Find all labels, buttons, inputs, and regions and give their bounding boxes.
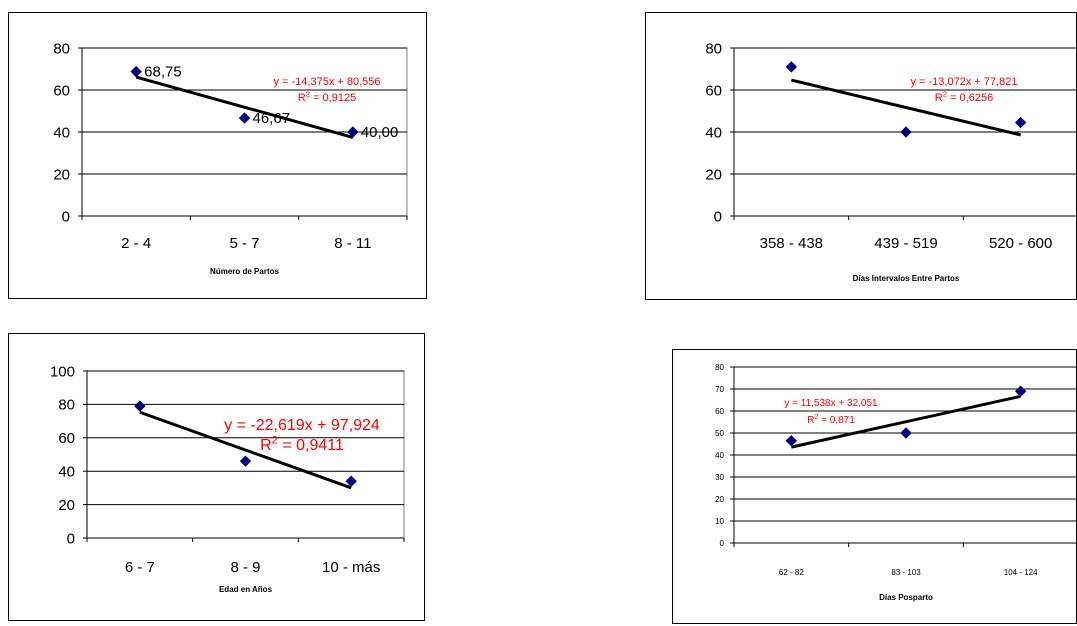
y-tick-label: 70 [715,385,724,394]
x-tick-label: 62 - 82 [779,568,804,577]
chart-panel-dias-intervalos: 0 20 40 60 80 358 - 438 439 - 519 520 - 600 Días… [645,12,1077,300]
chart-panel-numero-de-partos: 0 20 40 60 80 2 - 4 5 - 7 8 - 11 Número de Parto… [8,12,427,299]
r-squared-label: R2 = 0,9125 [298,90,356,104]
data-point-marker [1014,116,1027,129]
y-tick-label: 40 [705,124,722,141]
x-tick-label: 520 - 600 [989,235,1052,252]
y-tick-label: 50 [715,429,724,438]
r-squared-label: R2 = 0,9411 [260,435,344,454]
y-tick-label: 60 [58,430,75,447]
data-point-marker [130,65,142,78]
y-tick-label: 80 [58,397,75,414]
trendline-equation: y = -14,375x + 80,556 [273,76,380,88]
y-tick-label: 60 [705,82,722,99]
x-tick-label: 2 - 4 [121,235,151,252]
trendline-equation: y = -13,072x + 77,821 [910,76,1017,88]
data-point-marker [785,434,798,447]
x-tick-label: 83 - 103 [891,568,921,577]
y-tick-label: 0 [714,208,722,225]
y-tick-label: 20 [58,497,75,514]
y-tick-label: 20 [705,166,722,183]
data-point-marker [900,126,912,138]
y-tick-label: 0 [67,530,75,547]
chart-svg-dias-intervalos: 0 20 40 60 80 358 - 438 439 - 519 520 - 600 Días… [705,40,1077,283]
r-squared-label: R2 = 0,6256 [935,90,993,104]
x-tick-label: 6 - 7 [125,559,155,576]
chart-panel-dias-posparto: 0 10 20 30 40 50 60 70 80 62 - 82 83 - 103 104 - 12… [672,349,1077,624]
chart-panel-edad-en-anos: 0 20 40 60 80 100 6 - 7 8 - 9 10 - más Edad en Añ… [8,333,425,621]
data-point-marker [785,61,798,73]
trendline [790,78,1022,137]
y-tick-label: 80 [705,40,722,57]
trendline-equation: y = 11,538x + 32,051 [784,398,878,409]
r-squared-label: R2 = 0,871 [807,414,855,426]
trendline [791,394,1021,449]
x-tick-label: 358 - 438 [760,235,823,252]
y-tick-label: 20 [715,495,724,504]
data-label: 40,00 [361,124,399,141]
data-point-marker [238,112,251,124]
y-tick-label: 40 [53,124,70,141]
data-point-marker [1014,385,1027,397]
y-tick-label: 60 [53,82,70,99]
x-tick-label: 8 - 11 [334,235,371,252]
x-axis-title: Días Posparto [879,593,933,602]
x-tick-label: 439 - 519 [874,235,937,252]
plot-area-border [86,370,405,539]
x-axis-title: Número de Partos [210,267,279,276]
y-tick-label: 0 [62,208,70,225]
y-tick-label: 40 [715,451,724,460]
y-tick-label: 0 [720,539,725,548]
x-tick-label: 10 - más [322,559,380,576]
chart-svg-edad-en-anos: 0 20 40 60 80 100 6 - 7 8 - 9 10 - más Edad en Añ… [50,363,405,594]
x-tick-label: 5 - 7 [229,235,259,252]
y-tick-label: 80 [715,363,724,372]
x-tick-label: 104 - 124 [1004,568,1038,577]
y-tick-label: 80 [53,40,70,57]
x-axis-title: Edad en Años [219,585,273,594]
data-point-marker [239,455,252,467]
data-label: 68,75 [144,64,182,81]
data-point-marker [345,475,357,487]
y-tick-label: 100 [50,363,75,380]
trendline [139,410,352,490]
y-tick-label: 40 [58,463,75,480]
y-tick-label: 60 [715,407,724,416]
chart-svg-dias-posparto: 0 10 20 30 40 50 60 70 80 62 - 82 83 - 103 104 - 12… [715,363,1077,602]
y-tick-label: 10 [715,517,724,526]
trendline-equation: y = -22,619x + 97,924 [224,417,380,434]
data-point-marker [347,126,359,138]
data-point-marker [900,427,912,439]
trendline [135,75,354,139]
x-axis-title: Días Intervalos Entre Partos [853,274,960,283]
y-tick-label: 20 [53,166,70,183]
chart-svg-numero-de-partos: 0 20 40 60 80 2 - 4 5 - 7 8 - 11 Número de Parto… [53,40,408,276]
data-label: 46,67 [253,110,291,127]
data-point-marker [134,400,146,412]
x-tick-label: 8 - 9 [230,559,260,576]
y-tick-label: 30 [715,473,724,482]
